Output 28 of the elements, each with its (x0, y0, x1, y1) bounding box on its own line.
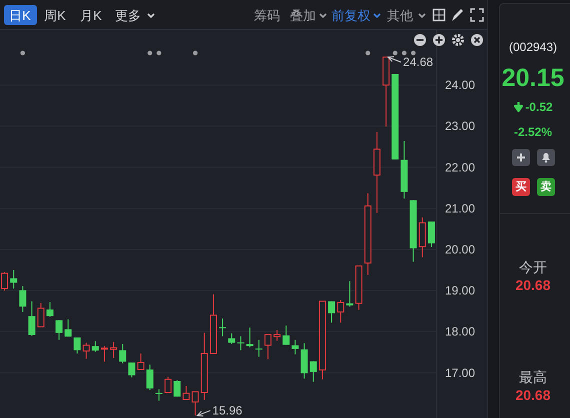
text: 更多 (115, 8, 141, 23)
annotation: 24.68 (403, 55, 434, 70)
y-tick-label: 21.00 (444, 201, 476, 216)
y-tick-label: 24.00 (444, 78, 476, 92)
text: 前复权 (332, 8, 370, 23)
text: 今开 (519, 259, 547, 275)
text: 20.68 (515, 387, 551, 403)
text: -2.52% (514, 125, 552, 139)
text: 周K (44, 8, 66, 23)
text: (002943) (508, 40, 558, 54)
text: 筹码 (254, 8, 280, 23)
text: 最高 (519, 369, 547, 385)
text: 20.15 (502, 64, 564, 92)
y-tick-label: 19.00 (444, 284, 476, 298)
text: -0.52 (525, 100, 553, 114)
y-tick-label: 20.00 (444, 242, 476, 256)
text: 叠加 (290, 8, 316, 23)
text: 日K (9, 8, 32, 23)
y-tick-label: 18.00 (444, 324, 476, 339)
text: 买 (516, 181, 526, 193)
annotation: 15.96 (212, 404, 243, 418)
text: 20.68 (515, 277, 551, 293)
text: 卖 (540, 180, 552, 193)
text: 月K (80, 8, 102, 23)
y-tick-label: 17.00 (444, 366, 476, 380)
y-tick-label: 22.00 (444, 160, 476, 174)
text: 其他 (387, 8, 413, 23)
y-tick-label: 23.00 (444, 119, 476, 134)
